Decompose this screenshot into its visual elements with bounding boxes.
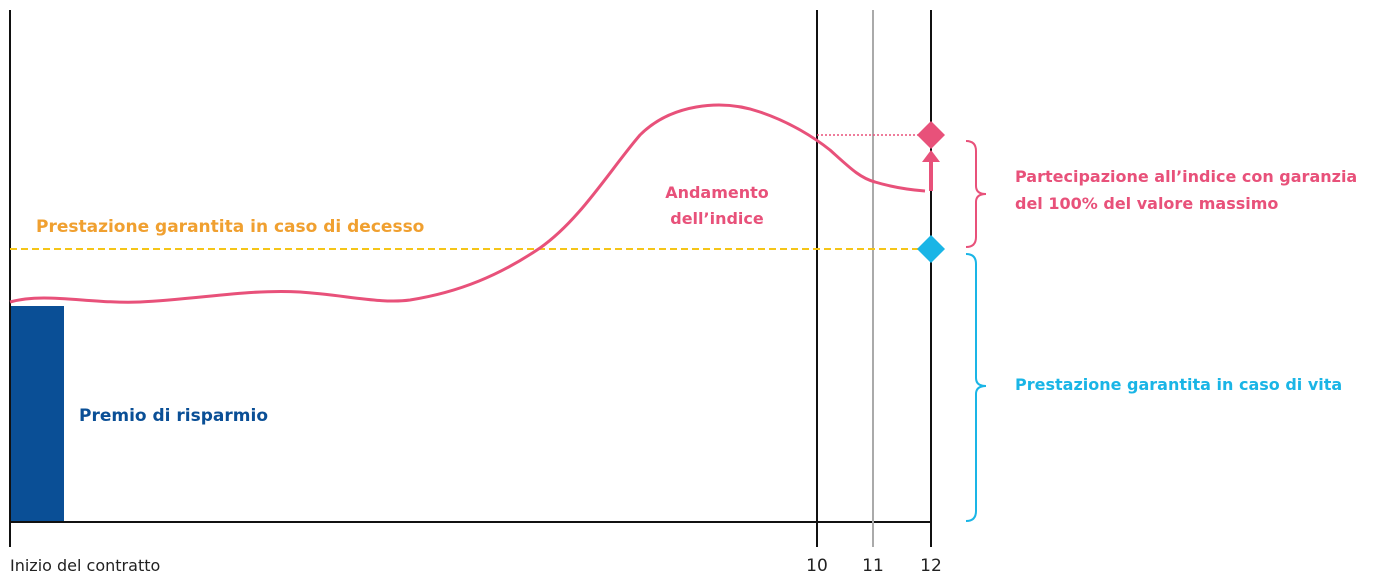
index-trend-label: Andamento dell’indice xyxy=(652,180,782,232)
life-benefit-brace xyxy=(965,253,987,522)
max-value-diamond xyxy=(917,121,945,149)
premium-label: Premio di risparmio xyxy=(79,406,269,426)
life-benefit-label: Prestazione garantita in caso di vita xyxy=(1015,375,1343,394)
premium-bar xyxy=(10,306,64,522)
contract-start-label: Inizio del contratto xyxy=(10,556,161,575)
participation-brace xyxy=(965,140,987,248)
participation-label-line1: Partecipazione all’indice con garanzia xyxy=(1015,167,1358,186)
tick-12-label: 12 xyxy=(920,556,942,576)
index-curve xyxy=(9,103,926,304)
index-trend-label-line1: Andamento xyxy=(665,183,769,202)
index-trend-label-line2: dell’indice xyxy=(670,209,764,228)
participation-label-line2: del 100% del valore massimo xyxy=(1015,194,1279,213)
death-benefit-label: Prestazione garantita in caso di decesso xyxy=(36,217,425,237)
tick-11-label: 11 xyxy=(862,556,884,576)
guaranteed-value-diamond xyxy=(917,235,945,263)
tick-10-label: 10 xyxy=(806,556,828,576)
uplift-arrow-head xyxy=(922,150,940,162)
participation-label: Partecipazione all’indice con garanzia d… xyxy=(1015,163,1357,217)
